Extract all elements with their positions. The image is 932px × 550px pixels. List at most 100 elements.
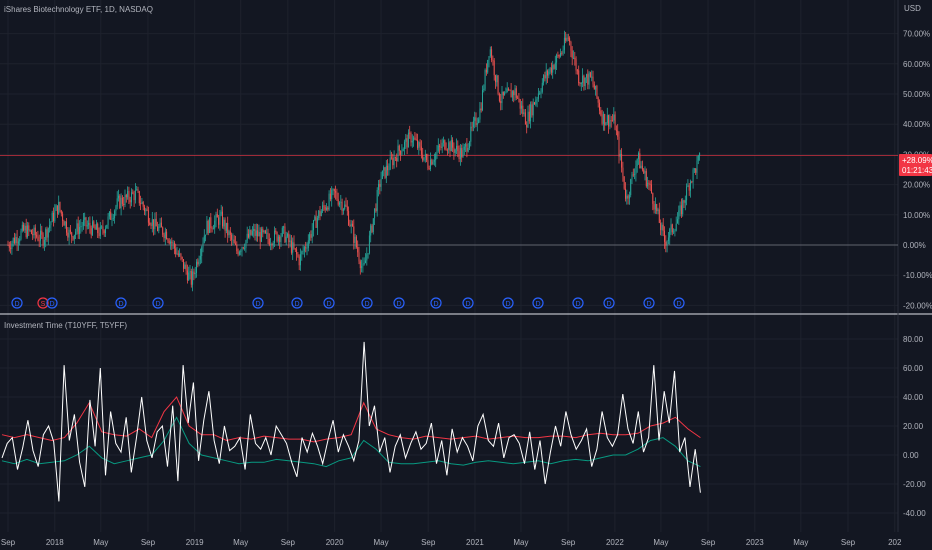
candle-body xyxy=(214,220,216,229)
indicator-pane[interactable] xyxy=(1,341,701,502)
indicator-tick-label: 20.00 xyxy=(903,422,924,431)
candle-body xyxy=(314,216,316,221)
dividend-marker[interactable]: D xyxy=(532,297,544,309)
candle-body xyxy=(162,227,164,235)
marker-label: D xyxy=(118,301,123,308)
candle-body xyxy=(695,168,697,173)
candle-body xyxy=(560,53,561,57)
candle-body xyxy=(614,114,616,130)
candle-body xyxy=(50,222,52,226)
candle-body xyxy=(664,230,665,242)
dividend-marker[interactable]: D xyxy=(502,297,514,309)
dividend-marker[interactable]: D xyxy=(603,297,615,309)
candle-body xyxy=(263,230,265,233)
candle-body xyxy=(489,49,491,57)
candle-body xyxy=(40,230,41,241)
dividend-marker[interactable]: D xyxy=(11,297,23,309)
candle-body xyxy=(8,245,10,248)
dividend-marker[interactable]: D xyxy=(323,297,335,309)
candle-body xyxy=(530,104,532,122)
time-tick-label: 202 xyxy=(888,538,902,547)
marker-label: D xyxy=(364,301,369,308)
candle-body xyxy=(132,192,134,194)
candle-body xyxy=(433,160,435,162)
candle-body xyxy=(562,49,564,54)
candle-body xyxy=(670,224,672,230)
marker-circle xyxy=(361,297,373,309)
dividend-marker[interactable]: D xyxy=(643,297,655,309)
candle-body xyxy=(697,156,699,161)
candle-body xyxy=(448,142,450,150)
candle-body xyxy=(630,179,632,196)
candle-body xyxy=(335,191,337,193)
candle-body xyxy=(319,210,321,217)
candle-body xyxy=(426,154,428,161)
candle-body xyxy=(155,218,157,227)
candle-body xyxy=(667,237,669,242)
candle-body xyxy=(389,157,391,170)
candle-body xyxy=(687,185,689,187)
dividend-marker[interactable]: D xyxy=(252,297,264,309)
dividend-marker[interactable]: D xyxy=(291,297,303,309)
candle-body xyxy=(270,243,272,246)
candle-body xyxy=(582,75,584,84)
candle-body xyxy=(60,210,62,214)
dividend-marker[interactable]: D xyxy=(152,297,164,309)
candle-body xyxy=(518,98,520,100)
candle-body xyxy=(85,217,87,227)
candle-body xyxy=(294,248,296,250)
main-pane[interactable] xyxy=(0,30,898,292)
candle-body xyxy=(488,56,490,60)
marker-circle xyxy=(323,297,335,309)
dividend-marker[interactable]: D xyxy=(572,297,584,309)
candle-body xyxy=(391,157,392,159)
candle-body xyxy=(680,205,682,215)
indicator-axis[interactable]: 80.00 60.00 40.00 20.00 0.00 -20.00 -40.00 xyxy=(903,335,926,518)
candle-body xyxy=(592,76,594,85)
candle-body xyxy=(602,114,604,124)
dividend-marker[interactable]: D xyxy=(393,297,405,309)
candle-body xyxy=(454,149,456,153)
dividend-marker[interactable]: D xyxy=(361,297,373,309)
candle-body xyxy=(190,271,192,285)
candle-body xyxy=(589,72,591,77)
candle-body xyxy=(344,204,346,210)
candle-body xyxy=(652,193,654,204)
candle-body xyxy=(342,209,344,212)
candle-body xyxy=(53,212,54,222)
candle-body xyxy=(467,147,469,152)
candle-body xyxy=(266,232,268,234)
time-axis[interactable]: Sep 2018 May Sep 2019 May Sep 2020 May Sep 2021 May… xyxy=(1,538,902,547)
candle-body xyxy=(310,234,312,238)
dividend-marker[interactable]: D xyxy=(430,297,442,309)
candle-body xyxy=(138,191,140,204)
candle-body xyxy=(462,150,464,158)
candle-body xyxy=(326,207,327,210)
candle-body xyxy=(583,75,585,87)
dividend-marker[interactable]: D xyxy=(673,297,685,309)
candle-body xyxy=(622,167,624,177)
indicator-tick-label: 60.00 xyxy=(903,364,924,373)
time-tick-label: 2022 xyxy=(606,538,624,547)
dividend-marker[interactable]: D xyxy=(46,297,58,309)
candle-body xyxy=(46,229,48,238)
candle-body xyxy=(56,205,58,214)
candle-body xyxy=(387,165,389,171)
marker-circle xyxy=(673,297,685,309)
price-tick-label: 60.00% xyxy=(903,60,930,69)
candle-body xyxy=(404,141,405,149)
candle-body xyxy=(367,253,369,255)
candle-body xyxy=(124,194,126,206)
candle-body xyxy=(110,211,112,220)
candle-body xyxy=(569,38,571,42)
candle-body xyxy=(92,221,93,235)
dividend-marker[interactable]: D xyxy=(115,297,127,309)
candle-body xyxy=(159,222,161,227)
dividend-marker[interactable]: D xyxy=(462,297,474,309)
candle-body xyxy=(600,110,602,115)
candle-body xyxy=(593,84,595,90)
candle-body xyxy=(495,75,496,83)
candle-body xyxy=(699,152,701,157)
split-marker[interactable]: S xyxy=(37,297,49,309)
price-tick-label: 0.00% xyxy=(903,241,926,250)
